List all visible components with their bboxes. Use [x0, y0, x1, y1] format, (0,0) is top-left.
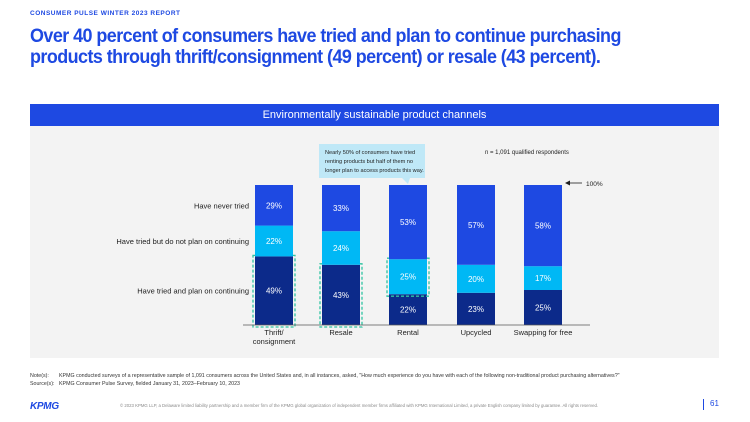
- bar-segment: [389, 185, 427, 260]
- stacked-bar-chart: 49% 22% 29% Thrift/consignment 43% 24% 33% Resa…: [116, 144, 603, 346]
- report-kicker: CONSUMER PULSE WINTER 2023 REPORT: [30, 10, 181, 17]
- page-headline: Over 40 percent of consumers have tried …: [30, 25, 621, 68]
- kpmg-logo: KPMG: [30, 401, 59, 412]
- category-label: Rental: [397, 328, 419, 337]
- bar-segment: [389, 259, 427, 295]
- bar-segment: [322, 264, 360, 325]
- bar-segment: [524, 290, 562, 325]
- data-label: 25%: [400, 273, 416, 282]
- callout-text: Nearly 50% of consumers have tried: [325, 150, 415, 156]
- chart-panel: Environmentally sustainable product chan…: [30, 104, 719, 358]
- series-label: Have never tried: [194, 201, 249, 210]
- footer-divider: [703, 399, 704, 410]
- hundred-arrow-head: [565, 180, 570, 186]
- bar-segment: [255, 185, 293, 226]
- data-label: 57%: [468, 221, 484, 230]
- callout-text: longer plan to access products this way.: [325, 168, 424, 174]
- bar-segment: [524, 185, 562, 267]
- data-label: 29%: [266, 201, 282, 210]
- bar-segment: [457, 264, 495, 293]
- bar-segment: [457, 292, 495, 325]
- category-label: consignment: [253, 337, 296, 346]
- data-label: 20%: [468, 275, 484, 284]
- data-label: 33%: [333, 204, 349, 213]
- data-label: 43%: [333, 291, 349, 300]
- bar-segment: [389, 294, 427, 325]
- data-label: 17%: [535, 274, 551, 283]
- data-label: 25%: [535, 304, 551, 313]
- callout-text: renting products but half of them no: [325, 159, 413, 165]
- data-label: 49%: [266, 287, 282, 296]
- bar-segment: [255, 256, 293, 325]
- category-label: Resale: [329, 328, 352, 337]
- bar-segment: [322, 185, 360, 232]
- panel-title: Environmentally sustainable product chan…: [30, 104, 719, 126]
- data-label: 23%: [468, 305, 484, 314]
- page-number: 61: [710, 399, 719, 408]
- category-label: Thrift/: [264, 328, 284, 337]
- data-label: 24%: [333, 244, 349, 253]
- data-label: 53%: [400, 218, 416, 227]
- bar-segment: [322, 231, 360, 265]
- category-label: Swapping for free: [514, 328, 573, 337]
- bar-segment: [255, 225, 293, 257]
- callout-pointer: [402, 178, 410, 184]
- sample-note: n = 1,091 qualified respondents: [485, 150, 569, 156]
- data-label: 58%: [535, 222, 551, 231]
- callout-box: [319, 144, 425, 178]
- series-label: Have tried and plan on continuing: [137, 287, 249, 296]
- bar-segment: [524, 266, 562, 290]
- bar-segment: [457, 185, 495, 265]
- data-label: 22%: [400, 306, 416, 315]
- hundred-label: 100%: [586, 181, 603, 188]
- category-label: Upcycled: [461, 328, 492, 337]
- data-label: 22%: [266, 237, 282, 246]
- footnotes: Note(s): KPMG conducted surveys of a repr…: [30, 372, 620, 388]
- source-line: Source(s): KPMG Consumer Pulse Survey, fi…: [30, 381, 240, 387]
- legal-text: © 2023 KPMG LLP, a Delaware limited liab…: [120, 403, 599, 408]
- series-label: Have tried but do not plan on continuing: [116, 237, 249, 246]
- note-line: Note(s): KPMG conducted surveys of a repr…: [30, 373, 620, 379]
